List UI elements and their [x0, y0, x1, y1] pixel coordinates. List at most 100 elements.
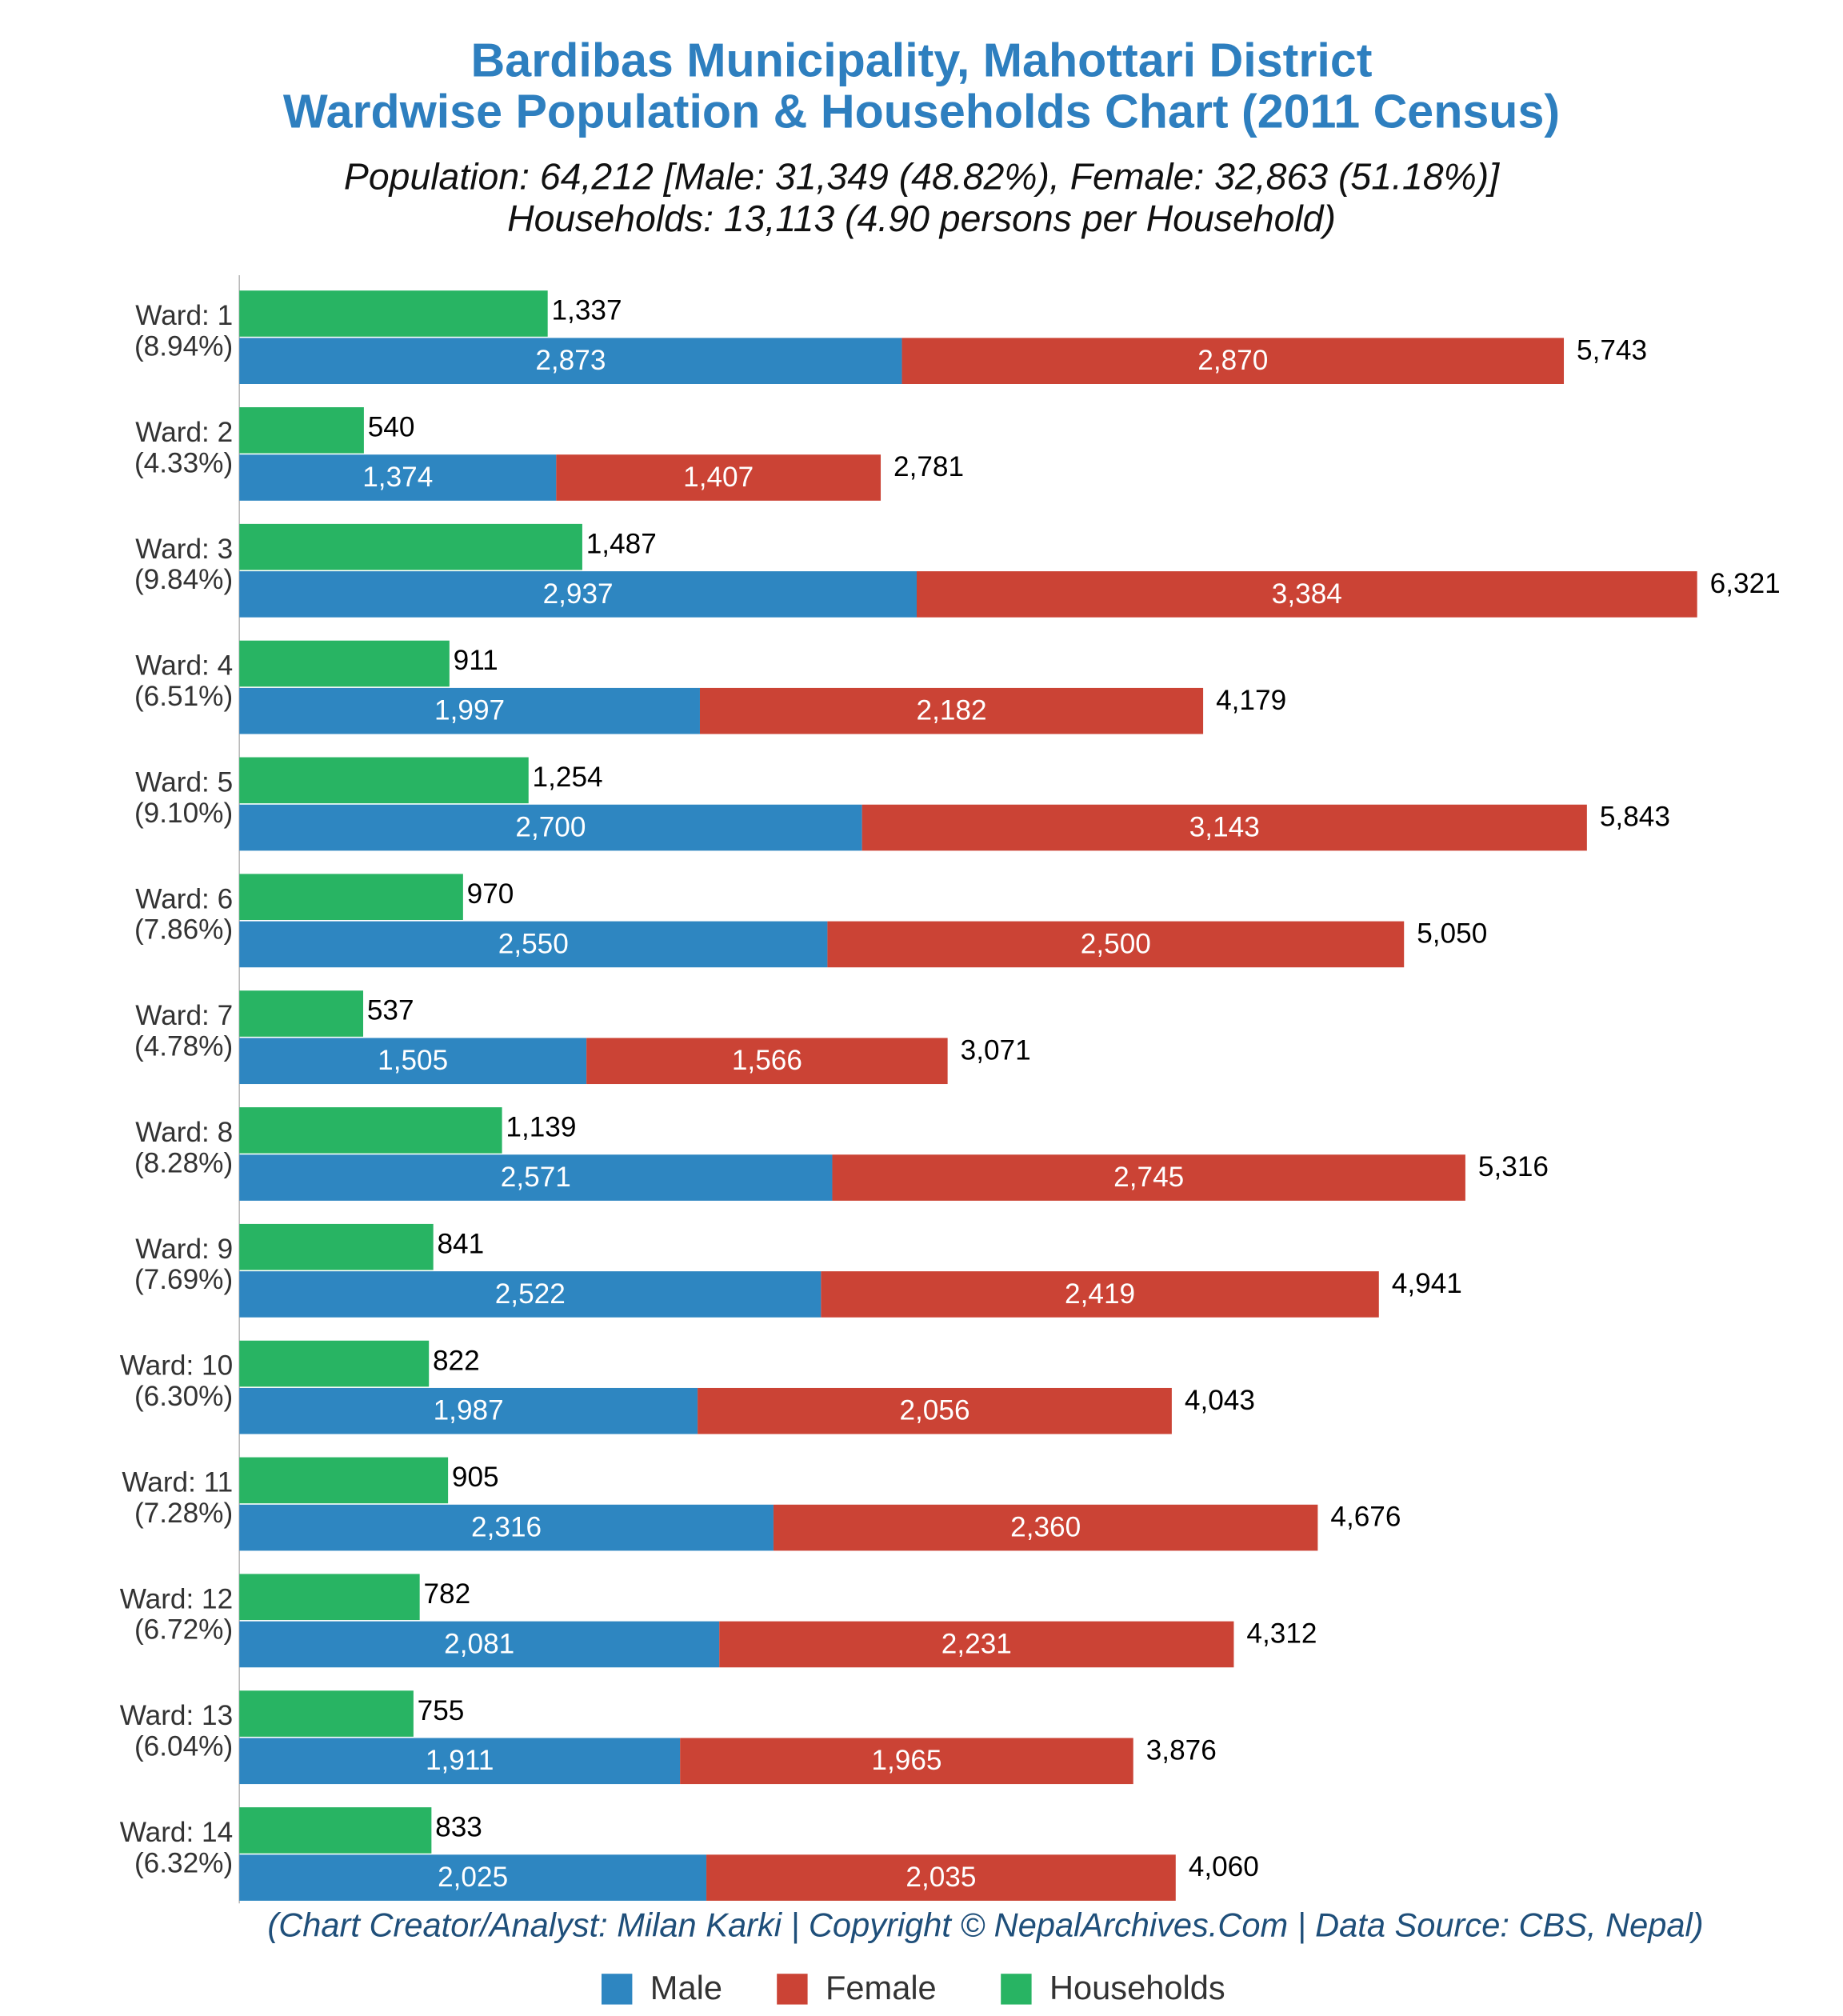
- bar: [239, 1271, 822, 1318]
- total-label: 5,843: [1600, 802, 1670, 833]
- category-label: Ward: 2: [135, 417, 233, 448]
- value-label: 2,035: [906, 1862, 976, 1893]
- value-label: 2,873: [535, 345, 606, 376]
- category-label: Ward: 7: [135, 1000, 233, 1031]
- bar: [239, 757, 529, 804]
- category-share: (6.32%): [134, 1847, 233, 1878]
- bar: [821, 1271, 1379, 1318]
- bar: [239, 1223, 434, 1270]
- value-label: 1,987: [434, 1395, 504, 1426]
- legend-label: Male: [650, 1969, 722, 2006]
- value-label: 1,407: [683, 462, 754, 493]
- value-label: 905: [452, 1462, 499, 1493]
- bar: [239, 1038, 587, 1085]
- chart-subtitle: Population: 64,212 [Male: 31,349 (48.82%…: [344, 155, 1500, 197]
- legend-swatch: [602, 1974, 633, 2005]
- value-label: 911: [454, 645, 498, 676]
- value-label: 1,254: [533, 762, 603, 793]
- bar: [239, 990, 364, 1037]
- category-share: (6.04%): [134, 1731, 233, 1762]
- chart-subtitle: Households: 13,113 (4.90 persons per Hou…: [507, 198, 1336, 239]
- bar: [239, 290, 548, 337]
- category-share: (9.10%): [134, 798, 233, 829]
- category-share: (4.78%): [134, 1031, 233, 1062]
- bar: [239, 1457, 449, 1504]
- value-label: 782: [423, 1578, 470, 1610]
- category-label: Ward: 3: [135, 534, 233, 565]
- bar: [239, 454, 557, 501]
- value-label: 2,571: [501, 1162, 571, 1193]
- category-share: (7.86%): [134, 914, 233, 946]
- bar: [239, 687, 700, 734]
- value-label: 3,143: [1189, 811, 1260, 842]
- value-label: 3,384: [1272, 578, 1342, 610]
- value-label: 2,500: [1081, 928, 1151, 959]
- bar: [698, 1387, 1172, 1434]
- bar: [239, 921, 828, 968]
- category-label: Ward: 14: [120, 1817, 233, 1848]
- value-label: 2,745: [1113, 1162, 1184, 1193]
- bar: [239, 1621, 720, 1668]
- value-label: 755: [418, 1695, 465, 1726]
- bar: [827, 921, 1405, 968]
- category-share: (7.69%): [134, 1264, 233, 1295]
- value-label: 1,374: [362, 462, 433, 493]
- bar: [239, 407, 364, 454]
- total-label: 6,321: [1710, 568, 1781, 599]
- value-label: 1,997: [434, 695, 505, 726]
- bar: [239, 1107, 502, 1154]
- category-share: (6.72%): [134, 1614, 233, 1646]
- bar: [902, 338, 1565, 384]
- value-label: 2,550: [498, 928, 569, 959]
- category-label: Ward: 6: [135, 883, 233, 914]
- category-share: (8.94%): [134, 330, 233, 362]
- total-label: 4,179: [1216, 685, 1286, 716]
- value-label: 833: [435, 1812, 482, 1843]
- bar: [239, 338, 902, 384]
- category-share: (6.30%): [134, 1381, 233, 1412]
- value-label: 2,700: [515, 811, 586, 842]
- total-label: 4,676: [1330, 1502, 1401, 1533]
- category-label: Ward: 11: [122, 1466, 233, 1498]
- value-label: 2,231: [941, 1628, 1012, 1659]
- bar: [239, 1574, 420, 1621]
- value-label: 1,505: [378, 1045, 448, 1076]
- bar: [556, 454, 882, 501]
- bar: [699, 687, 1204, 734]
- value-label: 2,937: [543, 578, 614, 610]
- bar: [239, 804, 862, 851]
- category-label: Ward: 10: [120, 1350, 233, 1382]
- bar: [862, 804, 1587, 851]
- value-label: 2,419: [1065, 1278, 1135, 1310]
- value-label: 1,566: [732, 1045, 802, 1076]
- bar: [239, 523, 582, 570]
- total-label: 5,050: [1417, 918, 1487, 949]
- bar: [239, 1690, 414, 1737]
- category-label: Ward: 4: [135, 650, 233, 682]
- category-label: Ward: 1: [135, 300, 233, 331]
- category-share: (4.33%): [134, 447, 233, 478]
- bar: [239, 1807, 432, 1854]
- category-label: Ward: 8: [135, 1117, 233, 1148]
- value-label: 1,139: [506, 1112, 576, 1143]
- footer: (Chart Creator/Analyst: Milan Karki | Co…: [267, 1906, 1703, 1945]
- value-label: 2,316: [471, 1511, 542, 1542]
- total-label: 4,941: [1392, 1268, 1462, 1299]
- value-label: 970: [467, 878, 514, 910]
- bar: [239, 1387, 698, 1434]
- bar: [719, 1621, 1234, 1668]
- category-share: (9.84%): [134, 564, 233, 595]
- category-share: (6.51%): [134, 681, 233, 712]
- value-label: 2,522: [495, 1278, 566, 1310]
- bar: [239, 1154, 833, 1201]
- value-label: 2,025: [438, 1862, 508, 1893]
- legend-swatch: [1001, 1974, 1032, 2005]
- total-label: 5,743: [1577, 334, 1647, 366]
- bar: [239, 1738, 681, 1785]
- legend-swatch: [777, 1974, 808, 2005]
- total-label: 3,071: [961, 1034, 1031, 1066]
- category-label: Ward: 12: [120, 1583, 233, 1614]
- category-label: Ward: 5: [135, 766, 233, 798]
- value-label: 1,965: [871, 1745, 941, 1776]
